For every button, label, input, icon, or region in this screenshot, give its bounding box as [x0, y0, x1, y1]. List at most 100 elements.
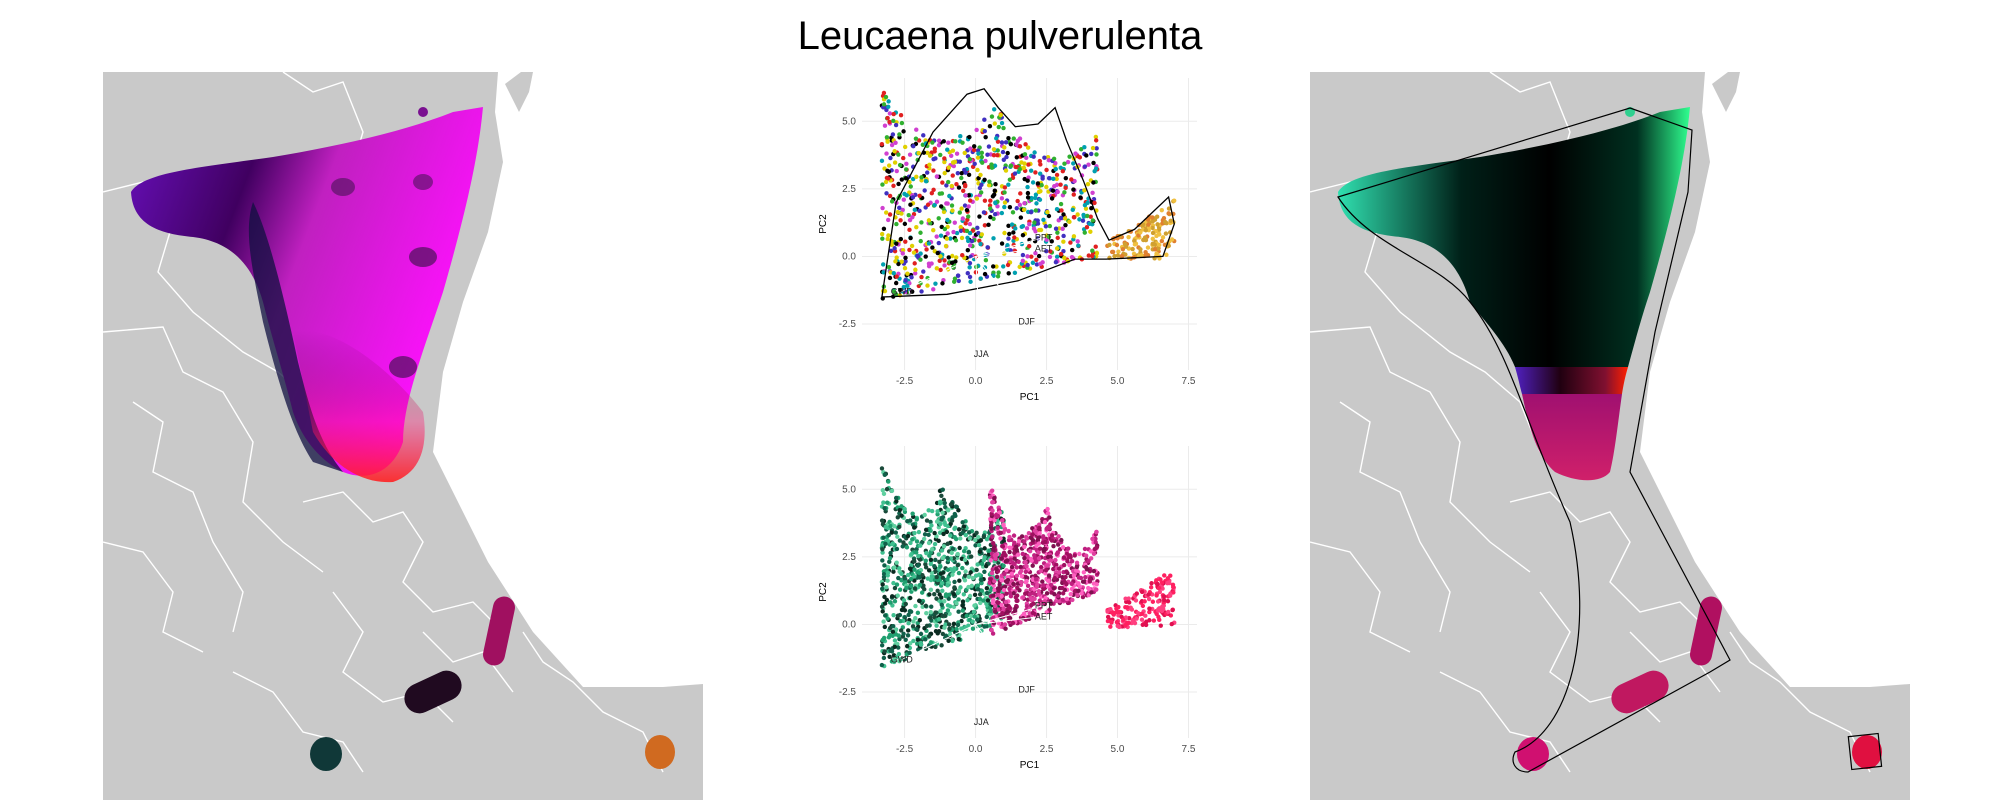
data-point [889, 242, 894, 247]
data-point [971, 147, 977, 153]
data-point [941, 209, 947, 215]
data-point [915, 253, 920, 258]
data-point [963, 569, 968, 574]
data-point [1012, 540, 1017, 545]
data-point [986, 144, 992, 149]
data-point [882, 624, 888, 630]
data-point [984, 601, 989, 606]
data-point [879, 586, 885, 591]
data-point [926, 540, 932, 546]
data-point [895, 209, 901, 215]
data-point [940, 510, 945, 515]
data-point [1022, 152, 1028, 157]
data-point [974, 196, 980, 201]
data-point [1030, 260, 1036, 265]
data-point [898, 618, 903, 624]
data-point [1032, 596, 1037, 602]
data-point [1027, 548, 1033, 554]
data-point [1017, 588, 1022, 593]
data-point [914, 627, 919, 632]
data-point [889, 488, 895, 494]
data-point [1077, 551, 1082, 557]
data-point [945, 555, 950, 561]
data-point [916, 598, 922, 603]
data-point [1024, 226, 1030, 231]
data-point [897, 636, 902, 642]
data-point [1067, 553, 1073, 558]
data-point [896, 633, 901, 638]
data-point [938, 571, 944, 576]
data-point [945, 201, 950, 206]
data-point [1165, 598, 1171, 604]
data-point [1044, 248, 1049, 254]
data-point [976, 534, 981, 540]
data-point [951, 621, 957, 627]
data-point [1078, 575, 1084, 581]
data-point [1025, 184, 1030, 190]
data-point [925, 150, 930, 156]
data-point [970, 228, 976, 233]
data-point [928, 609, 933, 615]
data-point [1049, 582, 1054, 588]
data-point [1078, 147, 1084, 152]
data-point [881, 491, 887, 497]
data-point [1015, 198, 1020, 204]
data-point [897, 205, 902, 211]
data-point [1166, 211, 1171, 216]
data-point [880, 182, 885, 187]
data-point [985, 598, 991, 603]
data-point [898, 287, 903, 293]
data-point [1055, 593, 1061, 599]
data-point [1001, 523, 1006, 528]
data-point [1007, 534, 1012, 540]
data-point [884, 597, 890, 603]
data-point [890, 633, 895, 639]
data-point [1052, 575, 1057, 581]
data-point [1011, 590, 1016, 596]
data-point [950, 638, 955, 644]
point-cloud [879, 90, 1177, 301]
data-point [1165, 581, 1170, 586]
data-point [989, 570, 995, 576]
data-point [886, 176, 891, 181]
data-point [1064, 581, 1069, 587]
data-point [929, 523, 934, 528]
data-point [912, 559, 917, 564]
data-point [1037, 598, 1043, 603]
data-point [933, 628, 939, 634]
data-point [914, 517, 919, 522]
data-point [964, 613, 969, 619]
data-point [928, 615, 933, 621]
data-point [945, 231, 950, 236]
data-point [977, 185, 983, 191]
data-point [999, 241, 1005, 246]
data-point [1034, 262, 1040, 267]
data-point [959, 206, 964, 211]
data-point [967, 157, 973, 162]
data-point [1074, 568, 1079, 573]
data-point [959, 175, 964, 181]
data-point [931, 287, 936, 292]
data-point [1064, 596, 1069, 602]
data-point [896, 645, 901, 650]
data-point [1045, 511, 1051, 516]
data-point [889, 142, 895, 148]
data-point [933, 610, 938, 615]
data-point [1009, 571, 1015, 576]
data-point [1006, 136, 1011, 141]
data-point [955, 622, 961, 628]
data-point [1081, 214, 1087, 219]
data-point [961, 548, 967, 554]
data-point [940, 180, 945, 185]
data-point [1012, 270, 1018, 275]
data-point [1050, 188, 1056, 193]
data-point [903, 167, 909, 172]
data-point [923, 603, 929, 609]
data-point [962, 203, 968, 208]
data-point [1031, 601, 1036, 606]
data-point [1028, 210, 1034, 215]
data-point [1031, 226, 1037, 231]
data-point [956, 185, 962, 190]
data-point [936, 552, 942, 557]
data-point [1001, 550, 1007, 556]
